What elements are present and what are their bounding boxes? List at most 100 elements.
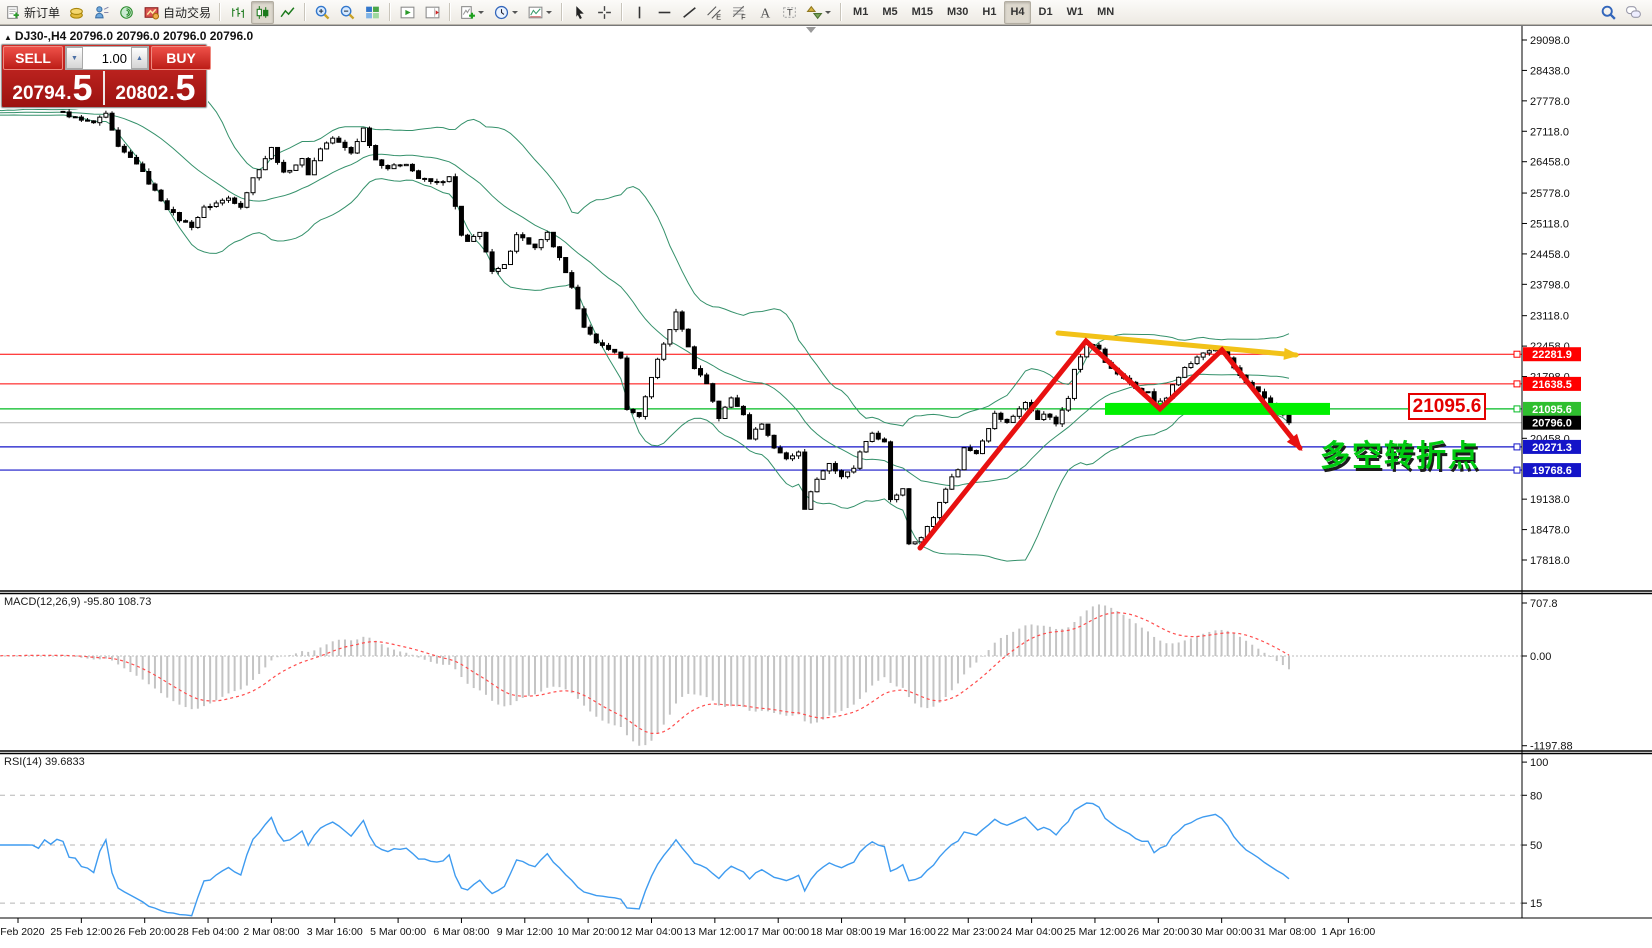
- price-tick-label: 24458.0: [1530, 249, 1570, 261]
- level-handle[interactable]: [1513, 443, 1521, 451]
- yellow-trendline[interactable]: [1055, 330, 1299, 358]
- market-depth-icon: [68, 4, 85, 21]
- periods-dropdown-icon[interactable]: [512, 11, 519, 17]
- rsi-scale-label: 80: [1530, 790, 1542, 802]
- shapes-dropdown-icon[interactable]: [825, 11, 832, 17]
- timeframe-m1-button[interactable]: M1: [853, 6, 869, 18]
- auto-scroll-button[interactable]: [396, 1, 419, 24]
- time-tick-label: 3 Mar 16:00: [307, 926, 363, 938]
- volume-decrease-button[interactable]: ▼: [66, 47, 83, 69]
- price-tick-label: 25118.0: [1530, 218, 1569, 230]
- timeframe-w1-button[interactable]: W1: [1066, 6, 1084, 18]
- price-badge-20796.0: [1523, 415, 1581, 430]
- new-order-button[interactable]: 新订单: [1, 1, 63, 24]
- signals-button[interactable]: [115, 1, 138, 24]
- timeframe-d1-button[interactable]: D1: [1038, 6, 1053, 18]
- macd-scale-label: 707.8: [1530, 598, 1558, 610]
- buy-price-frac: 5: [175, 67, 196, 109]
- level-handle[interactable]: [1513, 466, 1521, 474]
- price-tick-label: 23798.0: [1530, 279, 1570, 291]
- timeframe-m5-button[interactable]: M5: [882, 6, 898, 18]
- time-tick-label: 10 Mar 20:00: [557, 926, 619, 938]
- price-axis[interactable]: 29098.0 28438.0 27778.0 27118.0 26458.0 25778…: [1522, 35, 1570, 567]
- vertical-line-button[interactable]: [628, 1, 651, 24]
- macd-scale-label: -1197.88: [1530, 741, 1573, 753]
- fibonacci-button[interactable]: F: [728, 1, 751, 24]
- time-tick-label: 1 Apr 16:00: [1321, 926, 1375, 938]
- chart-shift-marker[interactable]: [806, 27, 816, 33]
- time-tick-label: 18 Mar 08:00: [811, 926, 873, 938]
- templates-button[interactable]: [524, 1, 556, 24]
- time-tick-label: 2 Mar 08:00: [243, 926, 299, 938]
- zoom-in-button[interactable]: [311, 1, 334, 24]
- text-icon: A: [756, 4, 773, 21]
- timeframe-mn-button[interactable]: MN: [1097, 6, 1115, 18]
- indicators-dropdown-icon[interactable]: [478, 11, 485, 17]
- price-badge-21638.5: [1523, 376, 1581, 391]
- cursor-button[interactable]: [568, 1, 591, 24]
- svg-text:A: A: [760, 5, 770, 20]
- rsi-pane: [0, 794, 1522, 917]
- terminal-button[interactable]: [90, 1, 113, 24]
- horizontal-line-button[interactable]: [653, 1, 676, 24]
- periods-button[interactable]: [490, 1, 522, 24]
- time-tick-label: 30 Mar 00:00: [1191, 926, 1253, 938]
- level-handle[interactable]: [1513, 350, 1521, 358]
- equidistant-channel-button[interactable]: E: [703, 1, 726, 24]
- sell-price-int: 20794: [12, 83, 66, 104]
- red-zigzag-arrow[interactable]: [917, 337, 1303, 551]
- tile-windows-button[interactable]: [361, 1, 384, 24]
- timeframe-h1-button[interactable]: H1: [982, 6, 997, 18]
- level-handle[interactable]: [1513, 405, 1521, 413]
- chat-icon: [1625, 4, 1642, 21]
- equidistant-channel-icon: E: [706, 4, 723, 21]
- sell-button[interactable]: SELL: [3, 46, 63, 70]
- price-callout-box[interactable]: 21095.6: [1408, 393, 1486, 420]
- time-tick-label: 6 Mar 08:00: [433, 926, 489, 938]
- templates-dropdown-icon[interactable]: [546, 11, 553, 17]
- rsi-scale-label: 100: [1530, 757, 1548, 769]
- timeframe-m15-button[interactable]: M15: [911, 6, 933, 18]
- time-tick-label: 4 Feb 2020: [0, 926, 45, 938]
- buy-price[interactable]: 20802 . 5: [115, 67, 196, 109]
- autotrading-button[interactable]: 自动交易: [140, 1, 214, 24]
- periods-icon: [493, 4, 510, 21]
- svg-text:T: T: [787, 7, 793, 18]
- text-button[interactable]: A: [753, 1, 776, 24]
- line-chart-button[interactable]: [276, 1, 299, 24]
- buy-button[interactable]: BUY: [151, 46, 211, 70]
- crosshair-button[interactable]: [593, 1, 616, 24]
- chat-button[interactable]: [1622, 1, 1645, 24]
- market-depth-button[interactable]: [65, 1, 88, 24]
- toolbar: 新订单 自动交易 E F A T M1 M5 M15 M30 H1 H4 D1 W1 MN: [0, 0, 1652, 25]
- green-support-zone[interactable]: [1105, 402, 1330, 415]
- signals-icon: [118, 4, 135, 21]
- indicators-button[interactable]: [456, 1, 488, 24]
- symbol-collapse-icon[interactable]: ▲: [4, 33, 12, 42]
- price-tick-label: 19138.0: [1530, 494, 1570, 506]
- time-tick-label: 26 Feb 20:00: [114, 926, 176, 938]
- new-order-icon: [4, 4, 21, 21]
- trendline-button[interactable]: [678, 1, 701, 24]
- volume-input[interactable]: [83, 47, 131, 69]
- candlestick-chart-button[interactable]: [251, 0, 275, 24]
- text-label-button[interactable]: T: [778, 1, 801, 24]
- time-tick-label: 19 Mar 16:00: [874, 926, 936, 938]
- turning-point-annotation[interactable]: 多空转折点: [1320, 440, 1480, 473]
- sell-price[interactable]: 20794 . 5: [2, 70, 105, 106]
- auto-scroll-icon: [399, 4, 416, 21]
- timeframe-h4-button[interactable]: H4: [1004, 0, 1031, 24]
- chart-shift-button[interactable]: [421, 1, 444, 24]
- timeframe-m30-button[interactable]: M30: [947, 6, 969, 18]
- price-tick-label: 23118.0: [1530, 311, 1569, 323]
- volume-increase-button[interactable]: ▲: [131, 47, 148, 69]
- level-handle[interactable]: [1513, 380, 1521, 388]
- shapes-button[interactable]: [803, 1, 835, 24]
- search-button[interactable]: [1597, 1, 1620, 24]
- toolbar-separator: [304, 3, 307, 21]
- zoom-out-button[interactable]: [336, 1, 359, 24]
- bar-chart-button[interactable]: [226, 1, 249, 24]
